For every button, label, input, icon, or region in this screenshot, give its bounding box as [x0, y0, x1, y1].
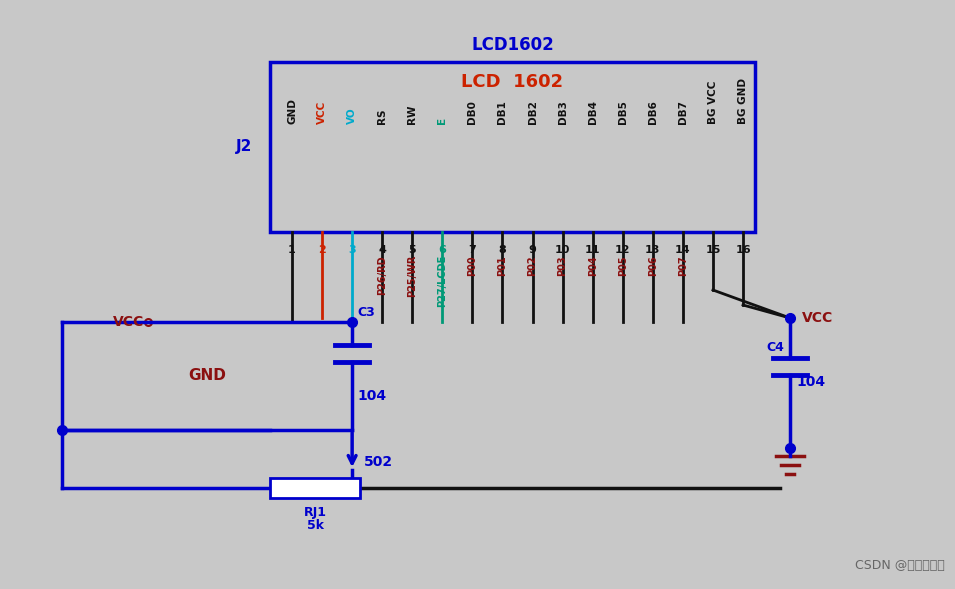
Text: P07: P07: [678, 255, 688, 276]
Text: GND: GND: [287, 98, 297, 124]
Text: DB4: DB4: [587, 100, 598, 124]
Text: 104: 104: [357, 389, 386, 403]
Text: LCD  1602: LCD 1602: [461, 73, 563, 91]
Text: P00: P00: [467, 255, 478, 276]
Text: DB5: DB5: [618, 100, 627, 124]
Text: P04: P04: [587, 255, 598, 276]
Text: 502: 502: [364, 455, 393, 469]
Text: 1: 1: [288, 245, 296, 255]
Text: BG VCC: BG VCC: [708, 81, 718, 124]
Text: P26/RD: P26/RD: [377, 255, 387, 294]
Text: 13: 13: [646, 245, 661, 255]
Text: VO: VO: [347, 107, 357, 124]
Text: 104: 104: [796, 375, 825, 389]
Text: DB0: DB0: [467, 100, 478, 124]
Text: VCC: VCC: [113, 315, 144, 329]
Text: 8: 8: [499, 245, 506, 255]
Text: 16: 16: [735, 245, 751, 255]
Text: LCD1602: LCD1602: [471, 36, 554, 54]
Text: P01: P01: [498, 255, 507, 276]
Text: 14: 14: [675, 245, 690, 255]
Text: P02: P02: [527, 255, 538, 276]
Text: 7: 7: [469, 245, 477, 255]
Text: 2: 2: [318, 245, 326, 255]
Text: RS: RS: [377, 108, 387, 124]
Text: 10: 10: [555, 245, 570, 255]
Text: 5: 5: [409, 245, 416, 255]
Text: 9: 9: [529, 245, 537, 255]
Text: VCC: VCC: [802, 311, 834, 325]
Text: 5k: 5k: [307, 519, 324, 532]
Text: E: E: [437, 117, 447, 124]
Text: CSDN @剑眼的流苏: CSDN @剑眼的流苏: [856, 559, 945, 572]
Text: C3: C3: [357, 306, 375, 319]
Text: BG GND: BG GND: [738, 78, 748, 124]
Text: C4: C4: [766, 341, 784, 354]
Text: DB1: DB1: [498, 100, 507, 124]
Text: 3: 3: [349, 245, 356, 255]
Text: P25/WR: P25/WR: [407, 255, 417, 297]
Text: 12: 12: [615, 245, 630, 255]
Text: DB6: DB6: [647, 100, 658, 124]
Text: DB3: DB3: [558, 100, 567, 124]
Bar: [270, 478, 360, 498]
Text: P05: P05: [618, 255, 627, 276]
Text: P27/LCDE: P27/LCDE: [437, 255, 447, 307]
Text: J2: J2: [236, 140, 252, 154]
Text: VCC: VCC: [317, 101, 327, 124]
Text: P03: P03: [558, 255, 567, 276]
Text: RJ1: RJ1: [304, 506, 327, 519]
Text: 15: 15: [705, 245, 721, 255]
Bar: [270, 62, 755, 232]
Text: GND: GND: [188, 369, 226, 383]
Text: 11: 11: [584, 245, 601, 255]
Text: 6: 6: [438, 245, 446, 255]
Text: P06: P06: [647, 255, 658, 276]
Text: DB2: DB2: [527, 100, 538, 124]
Text: DB7: DB7: [678, 100, 688, 124]
Text: 4: 4: [378, 245, 386, 255]
Text: RW: RW: [407, 104, 417, 124]
